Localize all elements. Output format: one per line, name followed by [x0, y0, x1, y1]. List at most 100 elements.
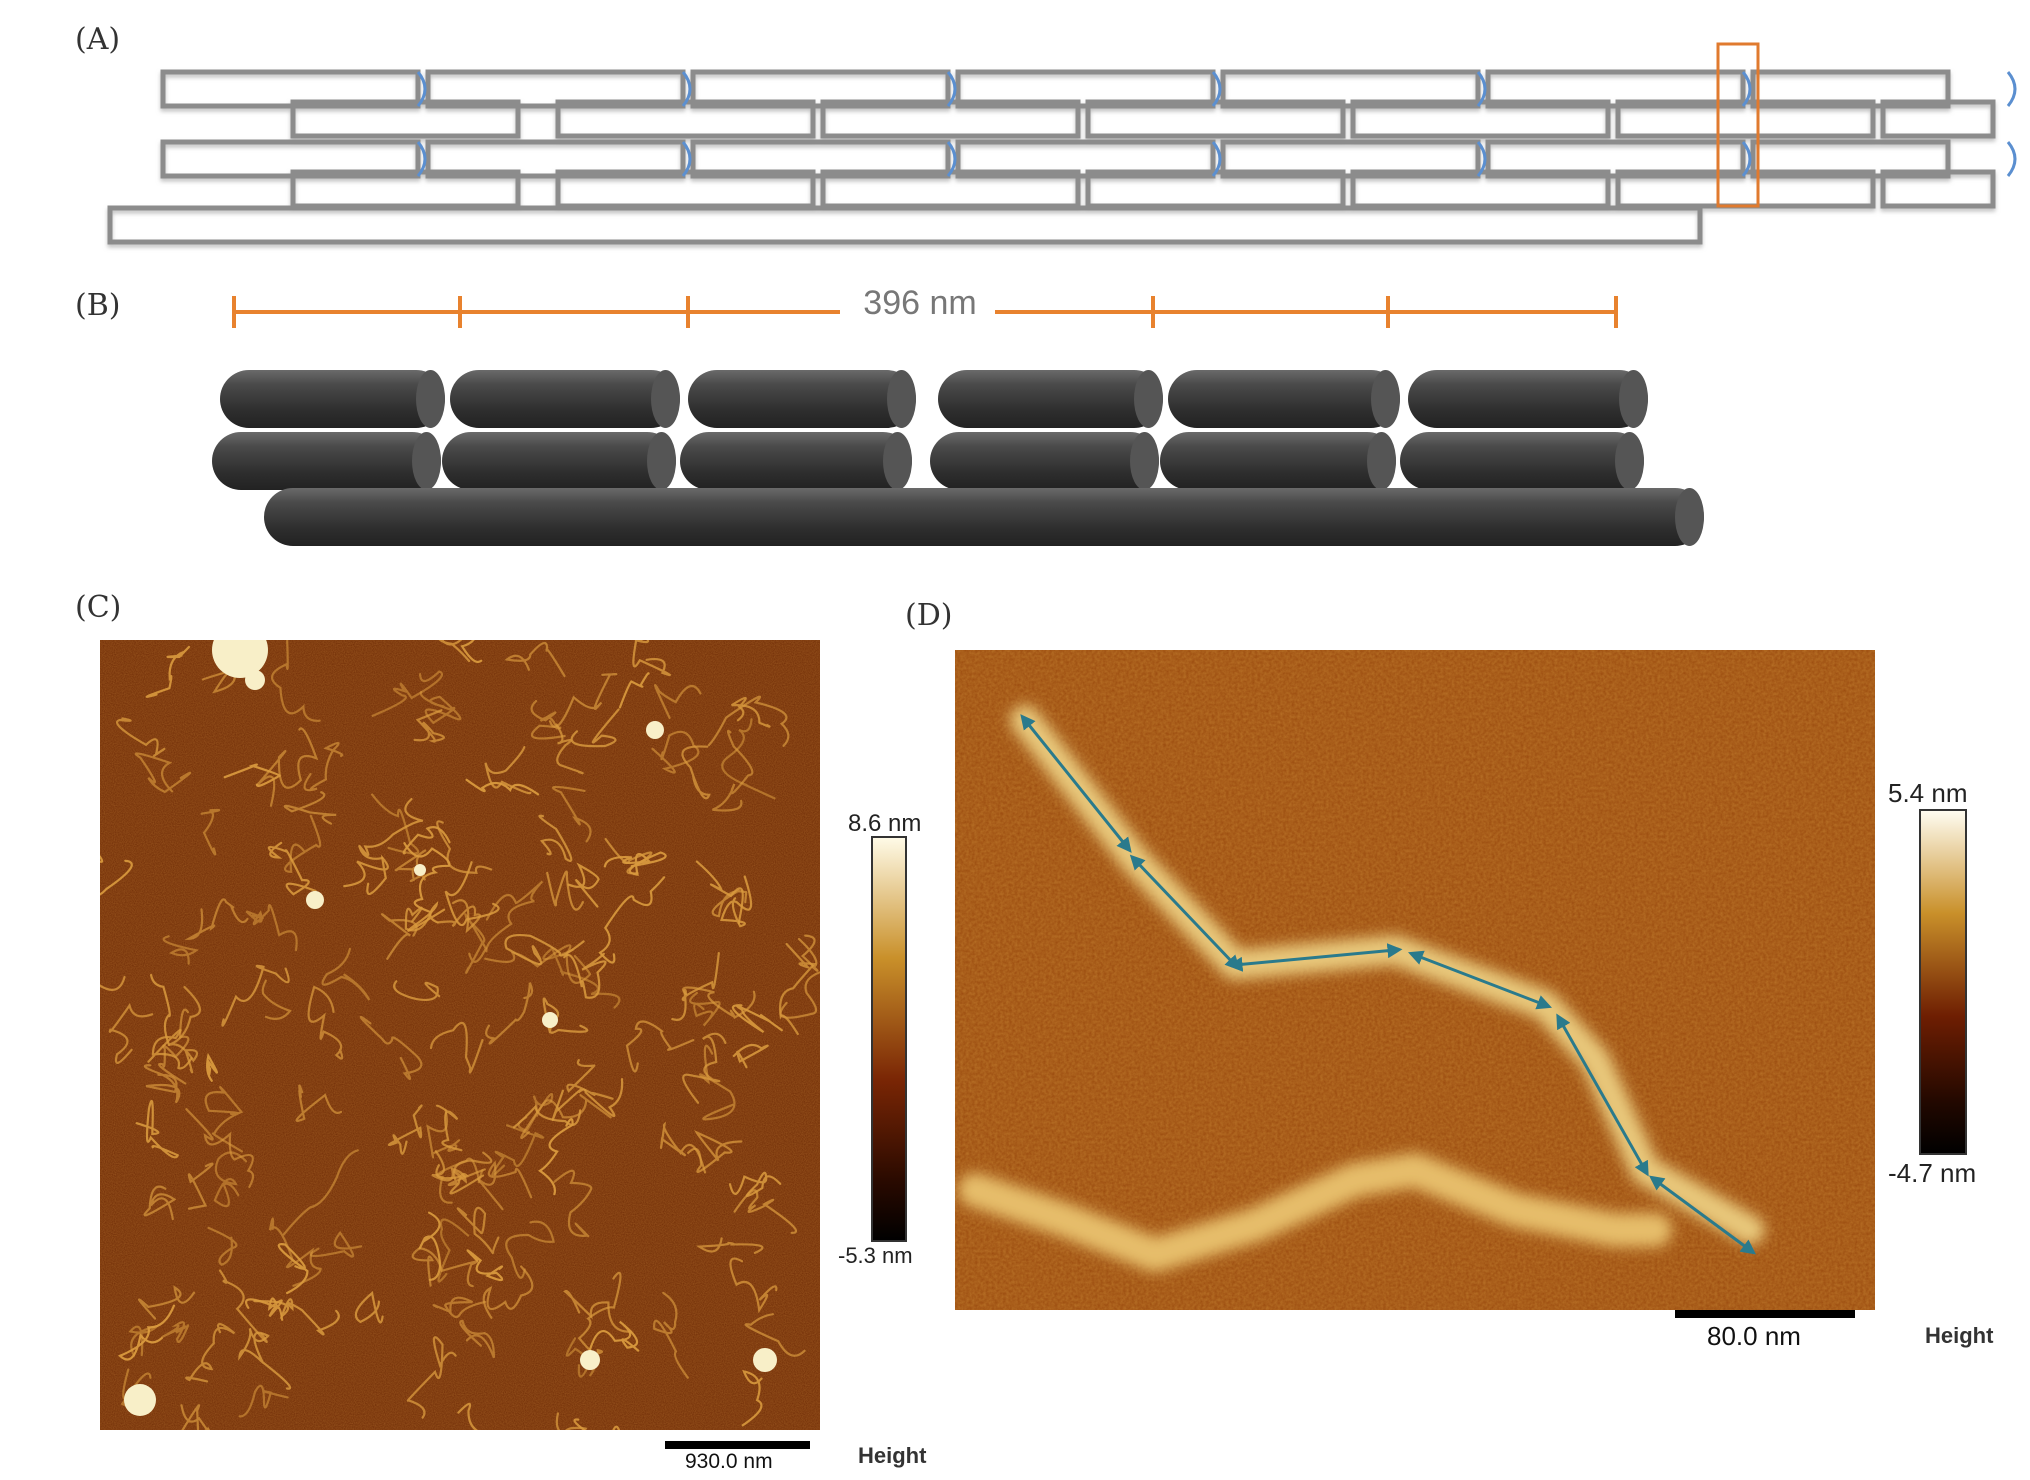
helix-cylinder	[450, 370, 680, 428]
crossover	[1741, 71, 1752, 107]
dna-filament-lower	[958, 1153, 1672, 1272]
dna-fiber	[682, 1032, 727, 1104]
dna-fiber	[485, 880, 544, 953]
dna-fiber	[207, 1226, 238, 1266]
channel-c-label: Height	[858, 1443, 927, 1468]
dna-fiber	[444, 861, 500, 927]
crossover	[681, 141, 692, 177]
dna-fiber	[161, 1321, 190, 1344]
panel-c-label: (C)	[75, 590, 122, 625]
dna-fiber	[504, 934, 585, 966]
dna-fiber	[432, 1296, 487, 1319]
dna-fiber	[484, 746, 532, 795]
panel-a-label: (A)	[75, 22, 121, 57]
dna-fiber	[150, 973, 171, 1046]
dna-fiber	[538, 814, 573, 862]
dna-fiber	[459, 1319, 496, 1359]
crossover	[946, 141, 957, 177]
scalebar-c-label: 930.0 nm	[685, 1450, 773, 1473]
crossover	[1211, 71, 1222, 107]
dna-fiber	[567, 862, 600, 908]
colorbar-c-min: -5.3 nm	[838, 1243, 913, 1268]
bright-particle	[306, 891, 324, 909]
dna-fiber	[457, 1402, 479, 1430]
dna-fiber	[460, 640, 483, 664]
dna-fiber	[371, 793, 420, 855]
dna-fiber	[707, 695, 790, 747]
dna-fiber	[456, 1206, 500, 1255]
bright-particle	[542, 1012, 558, 1028]
panel-d-label: (D)	[905, 598, 953, 633]
dna-fiber	[779, 942, 817, 1036]
measurement-arrow	[1227, 943, 1403, 972]
strand-loop	[1880, 99, 1996, 139]
dna-fiber	[699, 1044, 736, 1121]
dna-fiber	[604, 837, 653, 875]
dna-fiber	[731, 696, 771, 728]
dna-fiber	[282, 1149, 359, 1236]
dna-fiber	[143, 1185, 177, 1221]
dna-fiber	[261, 979, 292, 1020]
dna-fiber	[418, 1211, 442, 1281]
dna-fiber	[201, 666, 236, 694]
scalebar-d-label: 80.0 nm	[1707, 1321, 1801, 1351]
crossover	[2006, 141, 2017, 177]
bright-particle	[580, 1350, 600, 1370]
dna-fiber	[653, 1291, 689, 1379]
bright-particle	[414, 864, 426, 876]
dna-fiber	[577, 1271, 622, 1356]
dna-fiber	[548, 673, 618, 728]
dna-fiber	[618, 672, 650, 709]
strand-loop	[290, 99, 521, 139]
dna-fiber	[238, 1384, 289, 1418]
dna-fiber	[245, 1297, 284, 1321]
dna-fiber	[200, 808, 221, 856]
dna-fiber	[221, 964, 290, 1027]
crossover	[1211, 141, 1222, 177]
dna-fiber	[138, 1285, 196, 1320]
dna-fiber	[598, 876, 666, 964]
dimension-label: 396 nm	[863, 284, 976, 322]
dna-fiber	[436, 1157, 484, 1204]
dna-fiber	[436, 820, 493, 874]
dna-fiber	[100, 975, 126, 991]
crossover	[416, 71, 427, 107]
dna-fiber	[309, 1230, 363, 1258]
helix-cylinder	[688, 370, 916, 428]
colorbar-c-max: 8.6 nm	[848, 810, 922, 837]
afm-image-d	[955, 650, 1875, 1310]
dna-fiber	[307, 985, 344, 1060]
dna-fiber	[552, 785, 592, 843]
dna-fiber	[168, 986, 201, 1074]
dna-fiber	[505, 1220, 555, 1279]
strand-loop	[1880, 169, 1996, 209]
dna-fiber	[411, 1246, 478, 1288]
dna-fiber	[406, 1336, 457, 1419]
dna-fiber	[721, 718, 776, 800]
cylinder-model-diagram: 396 nm	[212, 284, 1704, 546]
dna-fiber	[115, 717, 166, 757]
dna-fiber	[223, 763, 282, 787]
dna-fiber	[482, 1265, 534, 1319]
dna-fiber	[733, 1189, 798, 1234]
dna-fiber	[134, 752, 192, 794]
dna-fiber	[744, 1313, 806, 1357]
dna-fiber	[431, 1150, 467, 1184]
helix-cylinder	[212, 432, 441, 490]
bright-particle	[212, 640, 268, 678]
dna-fiber	[466, 1249, 504, 1282]
dna-fiber	[180, 1404, 210, 1430]
strand-loop	[1750, 139, 1951, 179]
dna-fiber	[100, 855, 133, 896]
dna-fiber	[517, 1093, 554, 1132]
panel-b-label: (B)	[75, 288, 121, 323]
dna-fiber	[603, 851, 667, 876]
helix-cylinder	[680, 432, 912, 490]
crossover	[1476, 71, 1487, 107]
channel-d-label: Height	[1925, 1323, 1994, 1348]
crossover	[416, 141, 427, 177]
dna-fiber	[238, 1328, 292, 1390]
dna-fiber	[218, 1269, 268, 1344]
dna-fiber	[689, 991, 721, 1027]
dna-fiber	[413, 709, 446, 743]
